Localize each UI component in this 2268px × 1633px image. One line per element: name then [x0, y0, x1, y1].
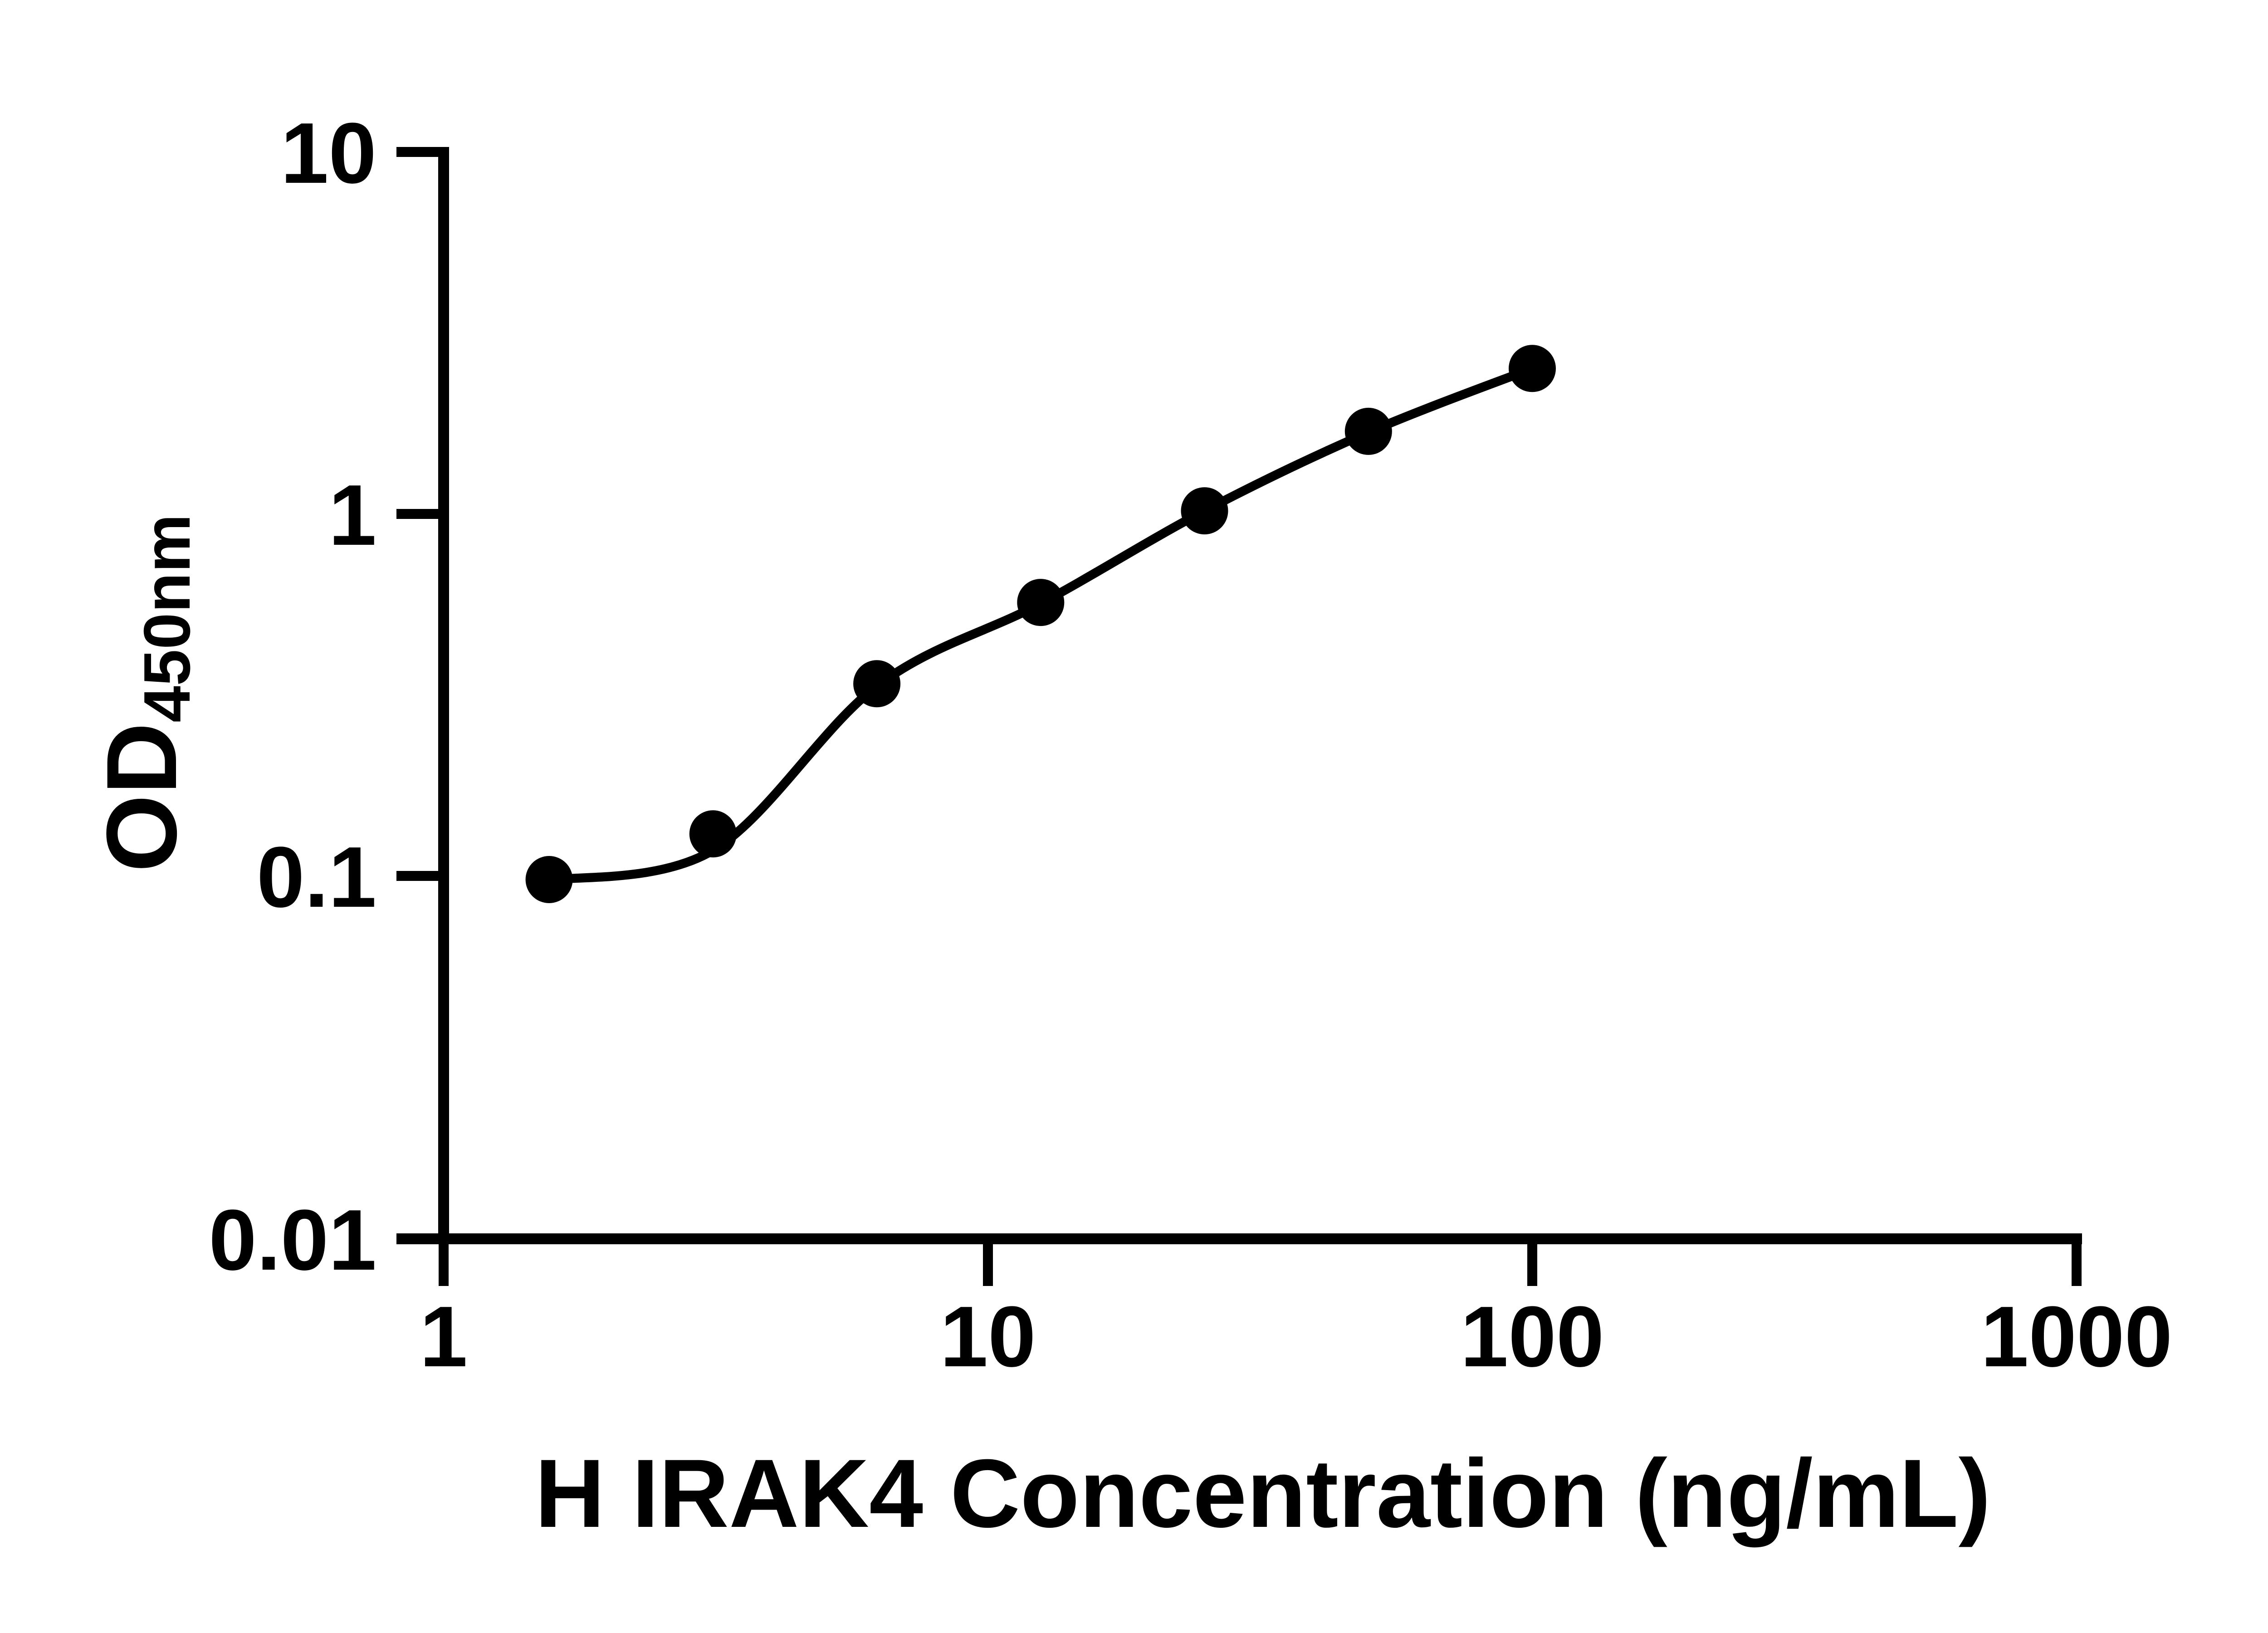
data-point [1509, 345, 1556, 392]
data-point [689, 810, 737, 858]
data-point [1181, 487, 1228, 535]
x-tick-labels: 1 10 100 1000 [420, 1289, 2172, 1385]
y-tick-label-10: 10 [281, 105, 376, 201]
x-tick-label-10: 10 [940, 1289, 1036, 1385]
y-axis-title-main: OD [86, 723, 197, 872]
y-tick-label-1: 1 [328, 467, 376, 563]
y-axis-title-subscript: 450nm [130, 514, 204, 722]
x-axis-ticks [439, 1244, 2082, 1286]
x-axis-title: H IRAK4 Concentration (ng/mL) [535, 1439, 1991, 1548]
data-point [1344, 407, 1392, 455]
data-point [853, 660, 901, 708]
data-point [525, 856, 573, 903]
y-tick-label-0.01: 0.01 [209, 1192, 376, 1288]
x-tick-label-100: 100 [1460, 1289, 1604, 1385]
data-point [1017, 579, 1065, 626]
x-tick-label-1000: 1000 [1981, 1289, 2173, 1385]
data-points [525, 345, 1556, 903]
axes [396, 147, 2082, 1244]
y-axis-title: OD450nm [86, 514, 204, 872]
y-tick-labels: 10 1 0.1 0.01 [209, 105, 376, 1288]
y-tick-label-0.1: 0.1 [257, 829, 376, 925]
y-axis-ticks [396, 147, 438, 881]
x-tick-label-1: 1 [420, 1289, 468, 1385]
